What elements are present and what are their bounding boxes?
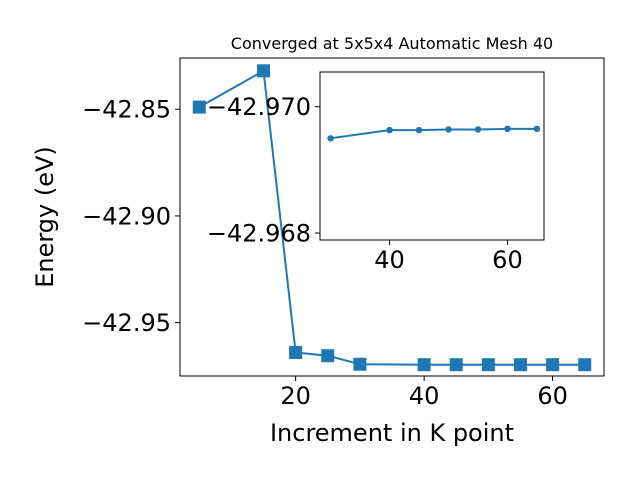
inset-data-point bbox=[445, 126, 452, 133]
x-tick-label: 40 bbox=[409, 382, 440, 410]
inset-data-point bbox=[415, 126, 423, 134]
inset-data-point bbox=[474, 126, 482, 133]
inset-y-tick-label: −42.968 bbox=[207, 219, 311, 247]
inset-x-tick-label: 40 bbox=[374, 246, 405, 274]
data-point bbox=[546, 358, 560, 372]
inset-y-tick-label: −42.970 bbox=[207, 93, 311, 121]
x-axis-label: Increment in K point bbox=[270, 419, 514, 447]
y-tick-label: −42.95 bbox=[82, 309, 171, 337]
y-tick-label: −42.85 bbox=[82, 96, 171, 124]
inset-data-point bbox=[504, 125, 511, 133]
data-point bbox=[513, 358, 527, 372]
inset-data-point bbox=[386, 126, 393, 134]
x-tick-label: 20 bbox=[280, 382, 311, 410]
y-tick-label: −42.90 bbox=[82, 202, 171, 230]
data-point bbox=[481, 358, 495, 372]
inset-data-point bbox=[327, 135, 334, 142]
data-point bbox=[578, 358, 592, 372]
inset-data-point bbox=[533, 125, 541, 133]
data-point bbox=[353, 357, 367, 371]
data-point bbox=[257, 64, 271, 78]
chart-title: Converged at 5x5x4 Automatic Mesh 40 bbox=[231, 34, 553, 53]
inset-frame bbox=[319, 71, 545, 241]
data-point bbox=[449, 358, 463, 372]
inset-plot: 40 60 −42.970 −42.968 bbox=[207, 71, 545, 274]
data-point bbox=[417, 358, 431, 372]
data-point bbox=[289, 346, 303, 360]
frame bbox=[179, 57, 605, 377]
x-tick-label: 60 bbox=[537, 382, 568, 410]
inset-x-tick-label: 60 bbox=[492, 246, 523, 274]
main-plot: 20 40 60 −42.85 −42.90 −42.95 Converged at 5x5… bbox=[31, 34, 605, 447]
inset-background bbox=[320, 72, 544, 240]
y-axis-label: Energy (eV) bbox=[31, 146, 59, 288]
data-point bbox=[192, 100, 206, 114]
data-point bbox=[321, 349, 335, 363]
